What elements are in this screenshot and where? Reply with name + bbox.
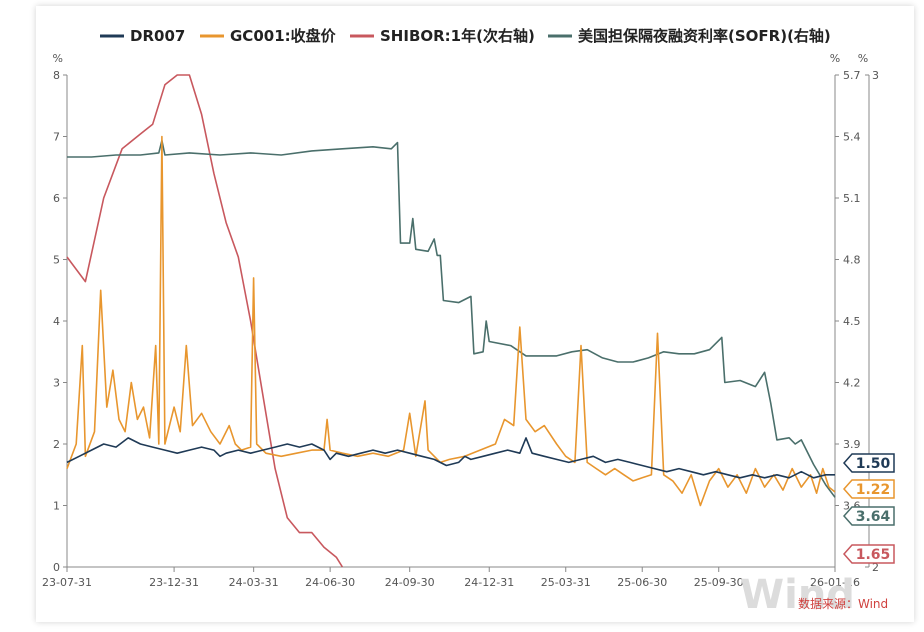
legend-label: 美国担保隔夜融资利率(SOFR)(右轴) [578,27,831,45]
x-tick-label: 24-09-30 [385,576,435,589]
last-value-tags: 1.50 1.22 3.64 1.65 [842,453,895,564]
right1-tick-label: 5.7 [843,69,861,82]
right1-tick-label: 5.4 [843,131,861,144]
right1-tick-label: 4.2 [843,377,861,390]
left-tick-label: 0 [53,561,60,574]
value-tag-box [842,479,895,499]
x-tick-label: 25-06-30 [617,576,667,589]
legend: DR007 GC001:收盘价 SHIBOR:1年(次右轴) 美国担保隔夜融资利率(S… [100,27,831,45]
left-tick-label: 8 [53,69,60,82]
right-axis-1-unit: % [830,52,840,65]
legend-label: GC001:收盘价 [230,27,337,45]
x-tick-label: 23-07-31 [42,576,92,589]
left-tick-label: 6 [53,192,60,205]
series-line [66,135,836,507]
value-tag-text: 1.50 [856,456,891,472]
x-tick-label: 24-03-31 [229,576,279,589]
right1-tick-label: 4.8 [843,254,861,267]
left-tick-label: 3 [53,377,60,390]
left-tick-label: 1 [53,500,60,513]
watermark: Wind [740,572,855,618]
series-line [67,139,836,498]
value-tag-box [842,506,895,526]
value-tag-box [842,544,895,564]
right2-tick-label: 2 [872,561,879,574]
left-tick-label: 5 [53,254,60,267]
value-tag-box [842,453,895,473]
x-tick-label: 24-12-31 [464,576,514,589]
left-tick-label: 2 [53,438,60,451]
value-tag-text: 1.65 [856,547,891,563]
series-group [66,74,836,568]
legend-label: SHIBOR:1年(次右轴) [380,27,535,45]
right1-tick-label: 5.1 [843,192,861,205]
value-tag-text: 1.22 [856,482,891,498]
right1-tick-label: 3.9 [843,438,861,451]
right-axis-2-unit: % [858,52,868,65]
source-note: 数据来源：Wind [798,596,888,611]
x-tick-label: 25-03-31 [541,576,591,589]
left-tick-label: 4 [53,315,60,328]
left-tick-label: 7 [53,131,60,144]
axes: %% %0123456783.63.94.24.54.85.15.45.72323… [42,52,879,589]
left-axis-unit: % [53,52,63,65]
value-tag-text: 3.64 [856,509,891,525]
x-tick-label: 24-06-30 [305,576,355,589]
chart-card [36,6,914,622]
x-tick-label: 25-09-30 [694,576,744,589]
right2-tick-label: 3 [872,69,879,82]
x-tick-label: 26-01-16 [810,576,860,589]
series-line [66,74,344,568]
x-tick-label: 23-12-31 [149,576,199,589]
legend-label: DR007 [130,27,185,45]
right1-tick-label: 4.5 [843,315,861,328]
series-line [66,437,835,479]
